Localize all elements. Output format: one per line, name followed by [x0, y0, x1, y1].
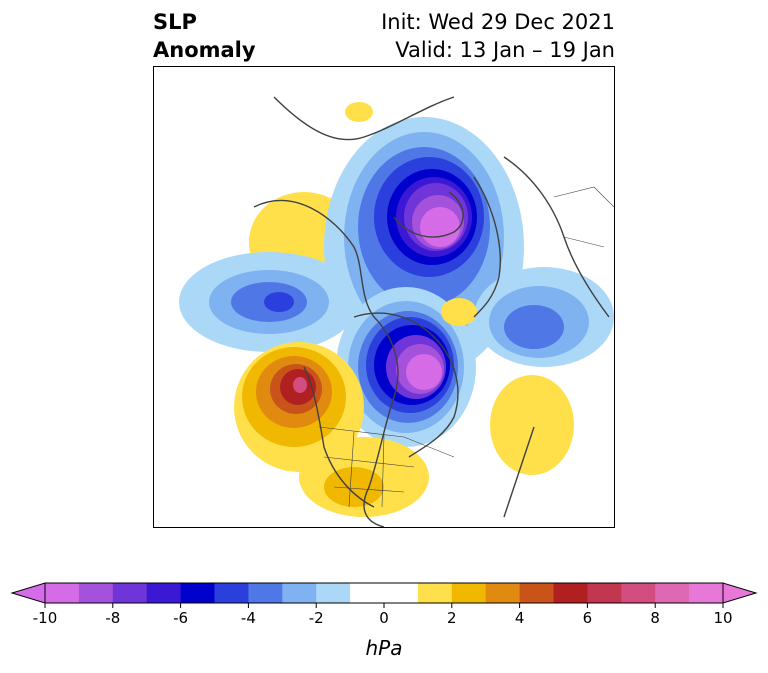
- colorbar-segment: [384, 583, 419, 603]
- colorbar-segment: [655, 583, 690, 603]
- coastlines: [253, 96, 610, 527]
- colorbar-segment: [78, 583, 114, 603]
- colorbar-segment: [350, 583, 385, 603]
- colorbar-tick-label: -4: [241, 609, 256, 627]
- anomaly-positive-top: [345, 102, 373, 122]
- colorbar-tick-label: -10: [33, 609, 58, 627]
- init-date: Init: Wed 29 Dec 2021: [381, 10, 615, 34]
- colorbar: -10 -8 -6 -4 -2 0 2 4 6 8 10: [0, 575, 768, 665]
- colorbar-segment: [248, 583, 283, 603]
- colorbar-segment: [485, 583, 521, 603]
- colorbar-unit: hPa: [365, 636, 403, 660]
- colorbar-segment: [417, 583, 453, 603]
- political-borders: [318, 186, 614, 508]
- colorbar-tick-label: 4: [515, 609, 525, 627]
- colorbar-svg: -10 -8 -6 -4 -2 0 2 4 6 8 10: [10, 582, 758, 627]
- colorbar-over-arrow: [722, 582, 758, 604]
- anomaly-positive-atlantic: [490, 375, 574, 475]
- colorbar-tick-label: 6: [583, 609, 593, 627]
- colorbar-segment: [621, 583, 656, 603]
- anomaly-positive-greenland: [441, 298, 477, 326]
- colorbar-segment: [587, 583, 622, 603]
- colorbar-segment: [214, 583, 249, 603]
- title-anomaly: Anomaly: [153, 38, 256, 62]
- colorbar-tick-label: -2: [309, 609, 324, 627]
- colorbar-tick-label: 8: [650, 609, 660, 627]
- colorbar-segment: [180, 583, 215, 603]
- slp-anomaly-map: [179, 96, 614, 527]
- colorbar-segment: [282, 583, 317, 603]
- title-variable: SLP: [153, 10, 197, 34]
- valid-range: Valid: 13 Jan – 19 Jan: [395, 38, 615, 62]
- colorbar-tick-label: 10: [713, 609, 732, 627]
- map-title: SLP Anomaly: [153, 8, 256, 64]
- colorbar-segment: [45, 583, 80, 603]
- colorbar-segment: [112, 583, 148, 603]
- colorbar-segment: [689, 583, 724, 603]
- colorbar-tick-label: 2: [447, 609, 457, 627]
- anomaly-negative-atlantic: [474, 267, 614, 367]
- colorbar-tick-label: -6: [173, 609, 188, 627]
- anomaly-negative-canada: [336, 287, 476, 447]
- colorbar-segment: [146, 583, 182, 603]
- colorbar-segment: [519, 583, 554, 603]
- map-panel: [153, 66, 615, 528]
- colorbar-segment: [316, 583, 351, 603]
- colorbar-tick-label: 0: [379, 609, 389, 627]
- colorbar-under-arrow: [10, 582, 46, 604]
- anomaly-negative-pacific: [179, 252, 359, 352]
- map-dates: Init: Wed 29 Dec 2021 Valid: 13 Jan – 19…: [381, 8, 615, 64]
- colorbar-segment: [451, 583, 487, 603]
- colorbar-tick-label: -8: [105, 609, 120, 627]
- colorbar-segment: [553, 583, 588, 603]
